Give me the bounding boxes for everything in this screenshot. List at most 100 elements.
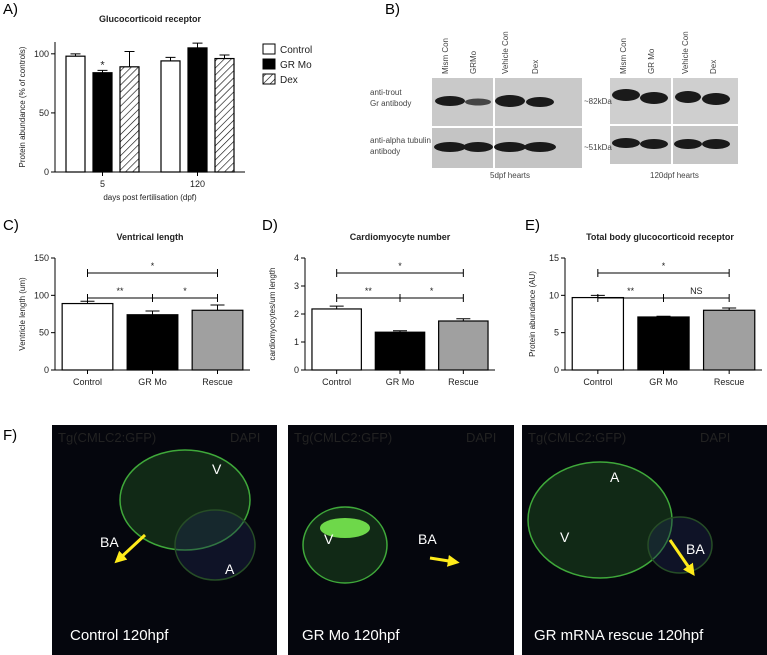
y-tick-label: 4 (294, 253, 299, 263)
bar (438, 320, 489, 371)
legend-label: Dex (280, 75, 298, 86)
channel-label: Tg(CMLC2:GFP) (528, 430, 626, 445)
y-tick-label: 0 (554, 365, 559, 375)
x-tick-label: GR Mo (649, 377, 678, 387)
bar (214, 57, 235, 173)
x-tick-label: Control (73, 377, 102, 387)
significance-bracket (597, 269, 730, 277)
size-marker: ~51kDa (584, 143, 612, 152)
panel-label: C) (3, 217, 19, 234)
microscopy-panel: F) Tg(CMLC2:GFP) DAPI Tg(CMLC2:GFP) DAPI… (3, 425, 767, 655)
legend-swatch (262, 58, 276, 70)
lane-label: GRMo (469, 50, 478, 74)
bar (92, 72, 113, 173)
channel-label: DAPI (700, 430, 730, 445)
y-tick-label: 100 (34, 49, 49, 59)
channel-label: DAPI (230, 430, 260, 445)
bar (637, 316, 690, 371)
error-bar (456, 318, 471, 321)
significance-bracket (152, 294, 218, 302)
micrograph (522, 425, 767, 655)
structure-label: V (560, 529, 570, 545)
error-bar (210, 304, 225, 311)
lane-label: Mism Con (619, 38, 628, 74)
error-bar (97, 69, 108, 73)
legend-swatch (262, 73, 276, 85)
significance-label: * (398, 261, 402, 271)
y-tick-label: 150 (34, 253, 49, 263)
x-tick-label: 120 (190, 179, 205, 189)
row-label: anti-trout (370, 88, 402, 97)
x-tick-label: Rescue (202, 377, 233, 387)
structure-label: V (324, 531, 334, 547)
structure-label: A (225, 561, 235, 577)
image-caption: GR Mo 120hpf (302, 627, 400, 644)
error-bar (165, 56, 176, 61)
significance-label: * (183, 286, 187, 296)
blot-caption: 5dpf hearts (490, 171, 530, 180)
row-label: antibody (370, 147, 400, 156)
channel-label: DAPI (466, 430, 496, 445)
lane-label: Vehicle Con (501, 31, 510, 74)
error-bar (656, 315, 671, 317)
bar (65, 55, 86, 173)
chart-title: Cardiomyocyte number (350, 232, 451, 242)
error-bar (722, 307, 737, 311)
western-blot: B) anti-trout Gr antibody anti-alpha tub… (370, 1, 738, 180)
bar (374, 331, 426, 371)
bar (571, 296, 625, 371)
chart-title: Total body glucocorticoid receptor (586, 232, 734, 242)
y-axis-label: cardiomyocytes/um length (268, 268, 277, 361)
panel-label: F) (3, 427, 17, 444)
significance-bracket (336, 269, 464, 277)
x-tick-label: Control (322, 377, 351, 387)
lane-label: Dex (709, 60, 718, 74)
lane-label: Dex (531, 60, 540, 74)
x-tick-label: Rescue (714, 377, 745, 387)
y-tick-label: 3 (294, 281, 299, 291)
bar (187, 47, 208, 173)
y-axis-label: Protein abundance (AU) (528, 271, 537, 357)
error-bar (70, 53, 81, 57)
significance-label: * (430, 286, 434, 296)
significance-label: ** (365, 286, 373, 296)
x-tick-label: Rescue (448, 377, 479, 387)
structure-label: V (212, 461, 222, 477)
y-tick-label: 15 (549, 253, 559, 263)
y-axis-label: Protein abundance (% of controls) (18, 46, 27, 167)
y-tick-label: 5 (554, 328, 559, 338)
structure-label: BA (418, 531, 437, 547)
image-caption: GR mRNA rescue 120hpf (534, 627, 704, 644)
y-tick-label: 0 (294, 365, 299, 375)
significance-label: ** (627, 286, 635, 296)
row-label: Gr antibody (370, 99, 411, 108)
error-bar (393, 330, 407, 333)
significance-bracket (399, 294, 464, 302)
micrograph (288, 425, 514, 655)
bar (191, 309, 244, 371)
bar (702, 309, 756, 371)
error-bar (192, 42, 203, 48)
error-bar (219, 54, 230, 59)
blot-caption: 120dpf hearts (650, 171, 699, 180)
bar (160, 60, 181, 173)
y-tick-label: 2 (294, 309, 299, 319)
y-axis-label: Ventricle length (um) (18, 277, 27, 351)
significance-label: ** (116, 286, 124, 296)
lane-label: Mism Con (441, 38, 450, 74)
lane-label: Vehicle Con (681, 31, 690, 74)
structure-label: A (610, 469, 620, 485)
bar (311, 308, 362, 371)
legend-label: GR Mo (280, 60, 312, 71)
y-tick-label: 50 (39, 108, 49, 118)
panel-label: B) (385, 1, 400, 18)
x-tick-label: GR Mo (386, 377, 415, 387)
row-label: anti-alpha tubulin (370, 136, 431, 145)
error-bar (124, 50, 135, 67)
y-tick-label: 0 (44, 365, 49, 375)
error-bar (145, 310, 160, 315)
y-tick-label: 10 (549, 290, 559, 300)
legend-label: Control (280, 45, 312, 56)
significance-label: * (662, 261, 666, 271)
